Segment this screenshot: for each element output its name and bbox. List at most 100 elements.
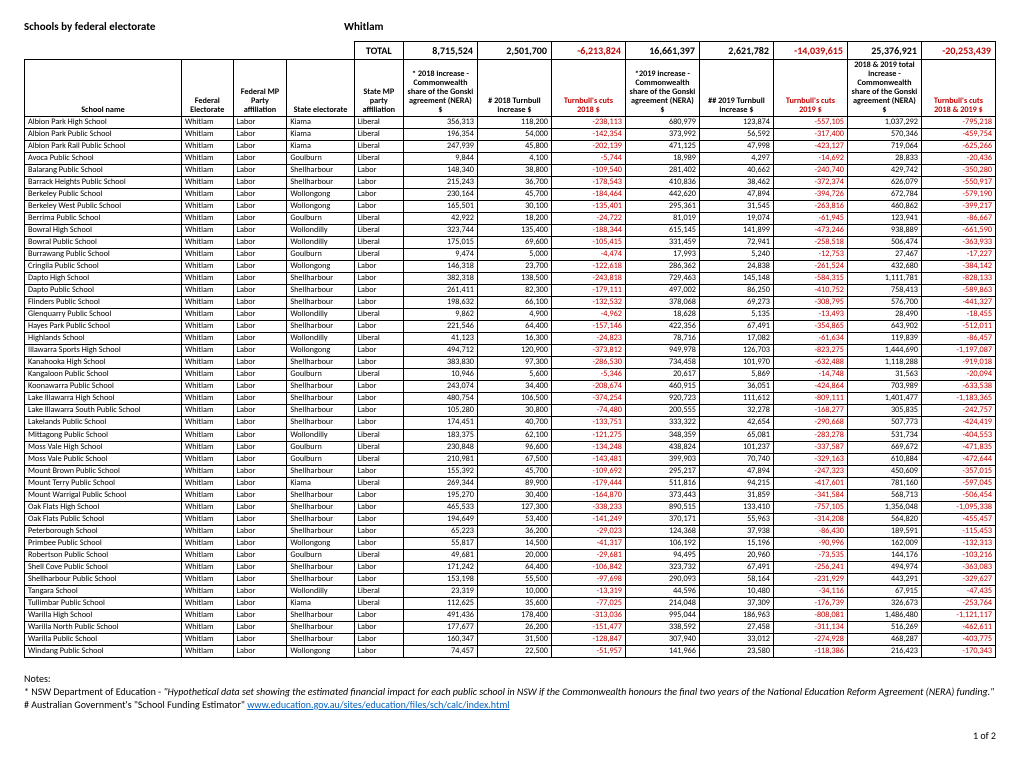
- table-cell: Whitlam: [181, 213, 233, 225]
- table-cell: 465,533: [403, 501, 477, 513]
- total-col-0: 8,715,524: [403, 42, 477, 60]
- table-cell: 54,000: [477, 129, 551, 141]
- table-cell: Whitlam: [181, 453, 233, 465]
- funding-estimator-link[interactable]: www.education.gov.au/sites/education/fil…: [247, 698, 509, 711]
- table-cell: -105,415: [551, 237, 625, 249]
- table-cell: Labor: [233, 141, 287, 153]
- table-cell: Whitlam: [181, 225, 233, 237]
- column-header: ## 2019 Turnbull increase $: [699, 60, 773, 117]
- notes-line-1: * NSW Department of Education - "Hypothe…: [24, 685, 996, 698]
- table-cell: -73,535: [773, 549, 847, 561]
- table-cell: -424,864: [773, 381, 847, 393]
- table-cell: 729,463: [625, 273, 699, 285]
- table-cell: 1,401,477: [847, 393, 921, 405]
- table-cell: 112,625: [403, 597, 477, 609]
- table-cell: Labor: [233, 273, 287, 285]
- table-cell: Whitlam: [181, 489, 233, 501]
- table-cell: Liberal: [354, 237, 403, 249]
- table-cell: 1,356,048: [847, 501, 921, 513]
- table-cell: 67,915: [847, 585, 921, 597]
- table-cell: Labor: [354, 201, 403, 213]
- table-cell: -584,315: [773, 273, 847, 285]
- table-cell: 67,491: [699, 561, 773, 573]
- table-cell: 111,612: [699, 393, 773, 405]
- table-row: Bowral Public SchoolWhitlamLaborWollondi…: [25, 237, 996, 249]
- table-cell: -103,216: [921, 549, 995, 561]
- table-cell: Tullimbar Public School: [25, 597, 182, 609]
- table-cell: Labor: [233, 285, 287, 297]
- table-cell: Shellharbour: [287, 177, 354, 189]
- table-cell: 27,458: [699, 621, 773, 633]
- table-cell: -247,323: [773, 465, 847, 477]
- table-cell: -231,929: [773, 573, 847, 585]
- table-cell: -261,524: [773, 261, 847, 273]
- table-cell: 333,322: [625, 417, 699, 429]
- table-cell: -132,313: [921, 537, 995, 549]
- table-cell: 9,862: [403, 309, 477, 321]
- table-cell: -17,227: [921, 249, 995, 261]
- table-cell: 669,672: [847, 441, 921, 453]
- table-cell: -47,435: [921, 585, 995, 597]
- table-cell: Labor: [233, 633, 287, 645]
- table-row: Primbee Public SchoolWhitlamLaborWollong…: [25, 537, 996, 549]
- table-cell: 41,123: [403, 333, 477, 345]
- table-cell: Hayes Park Public School: [25, 321, 182, 333]
- column-header: Turnbull's cuts 2018 & 2019 $: [921, 60, 995, 117]
- table-cell: 295,217: [625, 465, 699, 477]
- table-cell: Bowral High School: [25, 225, 182, 237]
- table-row: Mount Brown Public SchoolWhitlamLaborShe…: [25, 465, 996, 477]
- table-cell: Labor: [354, 525, 403, 537]
- table-row: Tangara SchoolWhitlamLaborWollondillyLib…: [25, 585, 996, 597]
- table-cell: -5,346: [551, 369, 625, 381]
- table-cell: Whitlam: [181, 165, 233, 177]
- table-cell: Shellharbour: [287, 621, 354, 633]
- table-cell: Whitlam: [181, 477, 233, 489]
- table-cell: -4,474: [551, 249, 625, 261]
- table-cell: 146,318: [403, 261, 477, 273]
- table-cell: Burrawang Public School: [25, 249, 182, 261]
- table-cell: -404,553: [921, 429, 995, 441]
- table-cell: Liberal: [354, 477, 403, 489]
- table-cell: Whitlam: [181, 357, 233, 369]
- table-cell: Mittagong Public School: [25, 429, 182, 441]
- table-cell: 17,082: [699, 333, 773, 345]
- table-cell: Tangara School: [25, 585, 182, 597]
- table-cell: Whitlam: [181, 537, 233, 549]
- table-cell: 20,960: [699, 549, 773, 561]
- table-row: Lakelands Public SchoolWhitlamLaborShell…: [25, 417, 996, 429]
- table-cell: Whitlam: [181, 597, 233, 609]
- table-cell: Whitlam: [181, 333, 233, 345]
- table-cell: 141,966: [625, 645, 699, 657]
- table-row: Lake Illawarra High SchoolWhitlamLaborSh…: [25, 393, 996, 405]
- table-cell: 781,160: [847, 477, 921, 489]
- table-cell: Dapto High School: [25, 273, 182, 285]
- table-cell: 10,946: [403, 369, 477, 381]
- table-cell: 47,894: [699, 189, 773, 201]
- table-cell: Koonawarra Public School: [25, 381, 182, 393]
- table-cell: Shellharbour: [287, 417, 354, 429]
- table-cell: -919,018: [921, 357, 995, 369]
- table-cell: -118,386: [773, 645, 847, 657]
- table-cell: 165,501: [403, 201, 477, 213]
- table-cell: Goulburn: [287, 549, 354, 561]
- table-cell: 422,356: [625, 321, 699, 333]
- table-cell: 105,280: [403, 405, 477, 417]
- table-cell: -828,133: [921, 273, 995, 285]
- table-cell: Labor: [354, 381, 403, 393]
- table-cell: 40,700: [477, 417, 551, 429]
- table-cell: -41,317: [551, 537, 625, 549]
- table-cell: 118,200: [477, 117, 551, 129]
- table-cell: 890,515: [625, 501, 699, 513]
- table-cell: Whitlam: [181, 621, 233, 633]
- table-cell: Glenquarry Public School: [25, 309, 182, 321]
- table-cell: Liberal: [354, 441, 403, 453]
- table-cell: 719,064: [847, 141, 921, 153]
- table-cell: 153,198: [403, 573, 477, 585]
- table-cell: Labor: [354, 261, 403, 273]
- table-cell: Whitlam: [181, 465, 233, 477]
- table-cell: Flinders Public School: [25, 297, 182, 309]
- table-cell: 1,118,288: [847, 357, 921, 369]
- table-row: Shellharbour Public SchoolWhitlamLaborSh…: [25, 573, 996, 585]
- table-row: Oak Flats Public SchoolWhitlamLaborShell…: [25, 513, 996, 525]
- table-cell: 1,037,292: [847, 117, 921, 129]
